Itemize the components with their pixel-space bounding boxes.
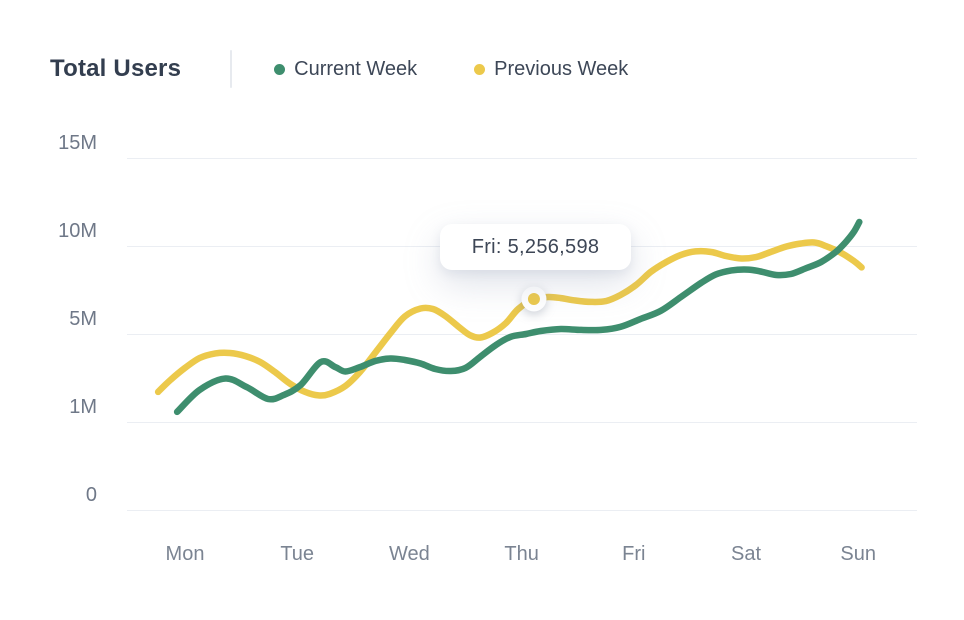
y-axis-label-1M: 1M (69, 396, 97, 418)
x-axis-label-sun: Sun (840, 543, 876, 565)
tooltip: Fri: 5,256,598 (440, 224, 631, 270)
legend: Current Week Previous Week (274, 58, 628, 81)
legend-item-previous-week[interactable]: Previous Week (474, 58, 628, 81)
legend-dot-current-week-icon (274, 63, 286, 75)
x-axis-label-sat: Sat (731, 543, 761, 565)
y-axis-label-15M: 15M (58, 132, 97, 154)
highlight-point-dot (527, 292, 540, 305)
chart-header: Total Users Current Week Previous Week (50, 50, 628, 88)
legend-item-current-week[interactable]: Current Week (274, 58, 417, 81)
x-axis-label-thu: Thu (504, 543, 538, 565)
legend-dot-previous-week-icon (474, 63, 486, 75)
legend-label-current-week: Current Week (294, 57, 418, 80)
y-axis-label-0: 0 (86, 484, 97, 506)
y-axis-label-5M: 5M (69, 308, 97, 330)
chart-title: Total Users (50, 55, 182, 82)
x-axis-label-tue: Tue (280, 543, 314, 565)
y-axis-label-10M: 10M (58, 220, 97, 242)
x-axis-label-mon: Mon (166, 543, 205, 565)
header-divider (230, 50, 233, 88)
line-series-previous-week (154, 239, 865, 399)
legend-label-previous-week: Previous Week (494, 57, 629, 80)
x-axis-label-wed: Wed (389, 543, 430, 565)
line-series-current-week (173, 218, 863, 416)
tooltip-text: Fri: 5,256,598 (471, 235, 600, 258)
x-axis-label-fri: Fri (622, 543, 645, 565)
